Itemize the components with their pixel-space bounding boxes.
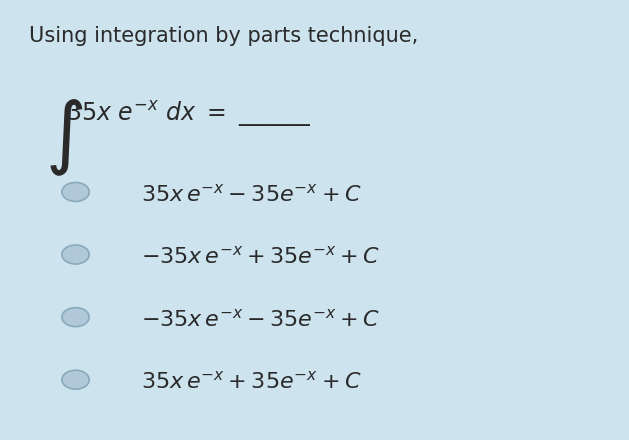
Text: $-35x\, e^{-x} + 35e^{-x} + C$: $-35x\, e^{-x} + 35e^{-x} + C$ bbox=[141, 246, 380, 268]
Text: Using integration by parts technique,: Using integration by parts technique, bbox=[29, 26, 418, 46]
Text: $-35x\, e^{-x} - 35e^{-x} + C$: $-35x\, e^{-x} - 35e^{-x} + C$ bbox=[141, 308, 380, 330]
Circle shape bbox=[62, 308, 89, 326]
Circle shape bbox=[62, 370, 89, 389]
Circle shape bbox=[62, 245, 89, 264]
Circle shape bbox=[62, 183, 89, 202]
Text: $\int$: $\int$ bbox=[45, 97, 83, 178]
Text: $35x\, e^{-x} - 35e^{-x} + C$: $35x\, e^{-x} - 35e^{-x} + C$ bbox=[141, 183, 361, 205]
Text: $35x\, e^{-x} + 35e^{-x} + C$: $35x\, e^{-x} + 35e^{-x} + C$ bbox=[141, 371, 361, 393]
Text: $35x\ e^{-x}\ dx\ = $ ______: $35x\ e^{-x}\ dx\ = $ ______ bbox=[66, 99, 312, 129]
